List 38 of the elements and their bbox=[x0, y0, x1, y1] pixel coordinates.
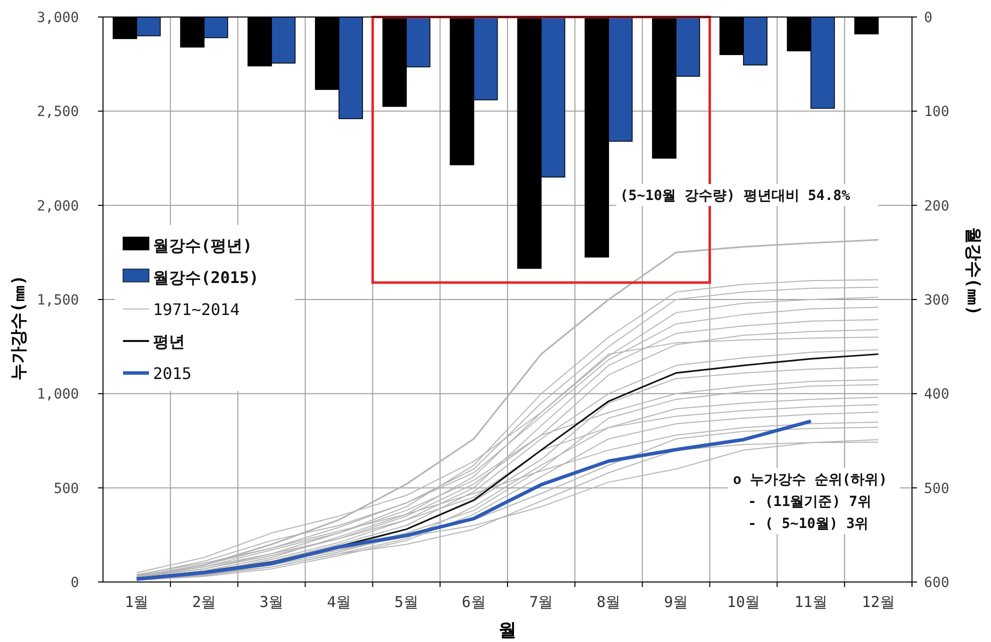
legend-label: 1971~2014 bbox=[153, 300, 240, 319]
y2-tick-label: 500 bbox=[924, 480, 950, 497]
y-tick-label: 500 bbox=[54, 480, 79, 497]
x-axis-title: 월 bbox=[498, 620, 516, 641]
x-tick-label: 7월 bbox=[529, 593, 554, 611]
x-tick-label: 8월 bbox=[596, 593, 621, 611]
y-axis-title: 누가강수(㎜) bbox=[9, 275, 29, 380]
y2-tick-label: 600 bbox=[924, 575, 950, 591]
y2-tick-label: 0 bbox=[924, 10, 932, 26]
x-tick-label: 9월 bbox=[664, 593, 688, 611]
annotation: (5~10월 강수량) 평년대비 54.8% bbox=[620, 188, 851, 204]
y-tick-label: 3,000 bbox=[36, 10, 79, 26]
annotation: - ( 5~10월) 3위 bbox=[748, 516, 869, 532]
y2-tick-label: 400 bbox=[924, 386, 950, 403]
y2-tick-label: 300 bbox=[924, 292, 950, 308]
x-tick-label: 11월 bbox=[794, 593, 828, 611]
y-tick-label: 2,000 bbox=[36, 198, 79, 214]
x-tick-label: 12월 bbox=[862, 593, 895, 611]
x-tick-label: 4월 bbox=[326, 593, 351, 611]
y-tick-label: 1,500 bbox=[36, 292, 79, 308]
x-tick-label: 2월 bbox=[192, 593, 216, 611]
legend-label: 2015 bbox=[153, 364, 192, 383]
y-tick-label: 1,000 bbox=[36, 386, 79, 403]
legend-label: 월강수(평년) bbox=[153, 236, 252, 255]
y-tick-label: 2,500 bbox=[36, 104, 79, 120]
x-tick-label: 3월 bbox=[260, 593, 284, 611]
x-tick-label: 1월 bbox=[124, 593, 149, 611]
x-tick-label: 10월 bbox=[726, 593, 760, 611]
y2-tick-label: 200 bbox=[924, 198, 950, 214]
annotation: - (11월기준) 7위 bbox=[748, 494, 872, 510]
legend-label: 월강수(2015) bbox=[153, 268, 259, 287]
y2-axis-title: 월강수(㎜) bbox=[963, 227, 983, 316]
y-tick-label: 0 bbox=[70, 575, 79, 591]
annotation: o 누가강수 순위(하위) bbox=[733, 472, 888, 488]
x-tick-label: 6월 bbox=[462, 593, 486, 611]
y2-tick-label: 100 bbox=[924, 104, 950, 120]
x-tick-label: 5월 bbox=[394, 593, 418, 611]
legend-label: 평년 bbox=[153, 332, 185, 351]
